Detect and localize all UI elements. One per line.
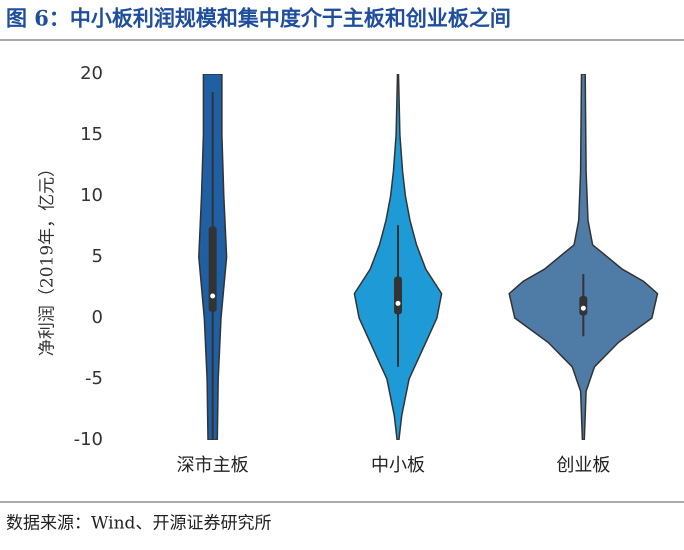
- plot-area: [198, 74, 659, 440]
- chart-title: 图 6：中小板利润规模和集中度介于主板和创业板之间: [6, 6, 511, 31]
- median: [210, 293, 216, 299]
- box: [394, 276, 402, 315]
- y-tick-label: -5: [85, 368, 103, 389]
- box: [208, 226, 217, 312]
- y-tick-label: 20: [80, 63, 103, 84]
- y-tick-label: -10: [74, 429, 103, 450]
- x-tick-label: 深市主板: [177, 455, 249, 476]
- source-note: 数据来源：Wind、开源证券研究所: [6, 514, 271, 534]
- y-tick-label: 0: [92, 307, 103, 328]
- x-tick-label: 中小板: [371, 455, 425, 476]
- y-tick-label: 10: [80, 185, 103, 206]
- y-tick-label: 15: [80, 124, 103, 145]
- median: [395, 300, 401, 306]
- violin: [508, 74, 659, 440]
- y-axis-label: 净利润（2019年，亿元）: [38, 160, 58, 356]
- x-tick-label: 创业板: [556, 455, 610, 476]
- median: [580, 305, 586, 311]
- y-tick-label: 5: [92, 246, 103, 267]
